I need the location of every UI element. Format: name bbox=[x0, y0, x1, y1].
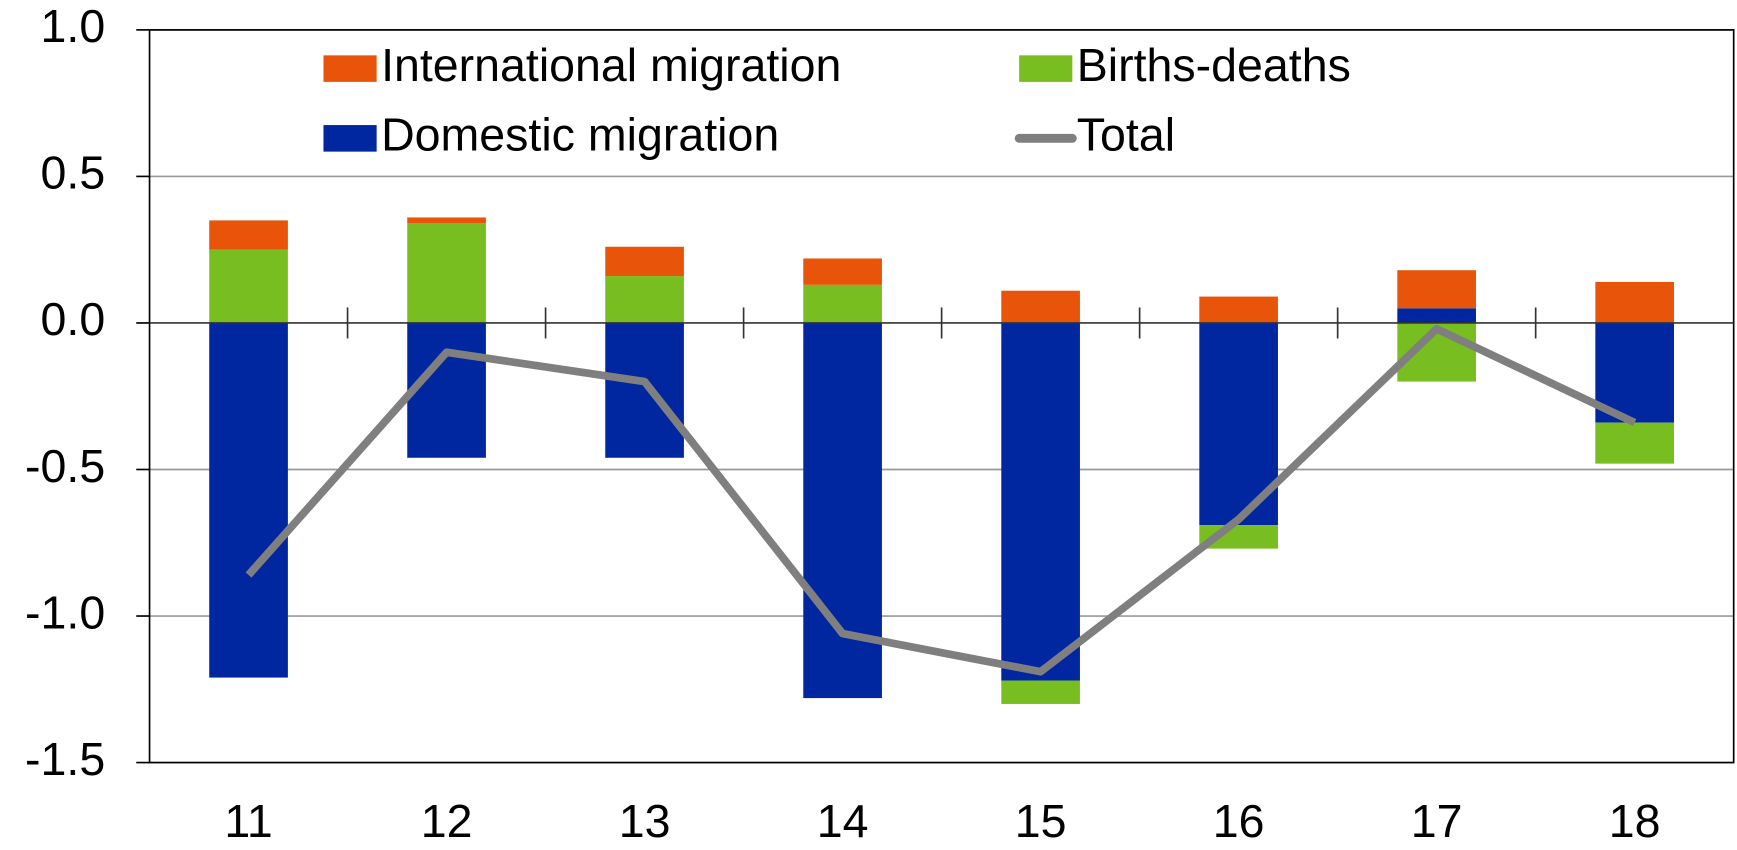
y-tick-label: -0.5 bbox=[25, 440, 105, 492]
bar-segment bbox=[605, 276, 684, 323]
bar-segment bbox=[1001, 680, 1080, 704]
legend-swatch bbox=[323, 125, 377, 152]
y-tick-label: 0.0 bbox=[41, 293, 106, 345]
legend-swatch bbox=[323, 55, 377, 82]
bar-segment bbox=[209, 249, 288, 323]
x-tick-label: 18 bbox=[1609, 795, 1661, 847]
total-line bbox=[245, 324, 1637, 676]
bar-segment bbox=[1001, 322, 1080, 681]
legend-label: International migration bbox=[381, 39, 841, 91]
bar-segment bbox=[1595, 422, 1674, 464]
x-tick-label: 14 bbox=[817, 795, 869, 847]
bar-segment bbox=[1595, 281, 1674, 323]
bar-segment bbox=[605, 322, 684, 458]
bar-segment bbox=[803, 258, 882, 285]
y-tick-label: 0.5 bbox=[41, 147, 106, 199]
bar-segment bbox=[407, 217, 486, 224]
legend-label: Births-deaths bbox=[1077, 39, 1351, 91]
legend-label: Total bbox=[1077, 109, 1175, 161]
bar-segment bbox=[209, 322, 288, 678]
x-tick-label: 11 bbox=[224, 795, 272, 847]
bar-segment bbox=[407, 223, 486, 323]
bar-segment bbox=[1397, 308, 1476, 323]
plot-frame bbox=[148, 29, 1735, 764]
bar-segment bbox=[1397, 270, 1476, 309]
legend-label: Domestic migration bbox=[381, 109, 779, 161]
x-tick-label: 15 bbox=[1015, 795, 1067, 847]
bar-segment bbox=[1199, 296, 1278, 323]
x-tick-label: 16 bbox=[1213, 795, 1265, 847]
bar-segment bbox=[407, 322, 486, 458]
bar-segment bbox=[605, 246, 684, 277]
x-tick-label: 12 bbox=[421, 795, 473, 847]
y-tick-label: -1.0 bbox=[25, 586, 105, 638]
bar-segment bbox=[1001, 290, 1080, 323]
legend-swatch bbox=[1019, 55, 1073, 82]
bar-segment bbox=[803, 284, 882, 323]
y-tick-label: 1.0 bbox=[41, 0, 106, 52]
x-tick-label: 13 bbox=[619, 795, 671, 847]
x-tick-label: 17 bbox=[1411, 795, 1463, 847]
y-tick-label: -1.5 bbox=[25, 733, 105, 785]
bar-segment bbox=[209, 220, 288, 250]
